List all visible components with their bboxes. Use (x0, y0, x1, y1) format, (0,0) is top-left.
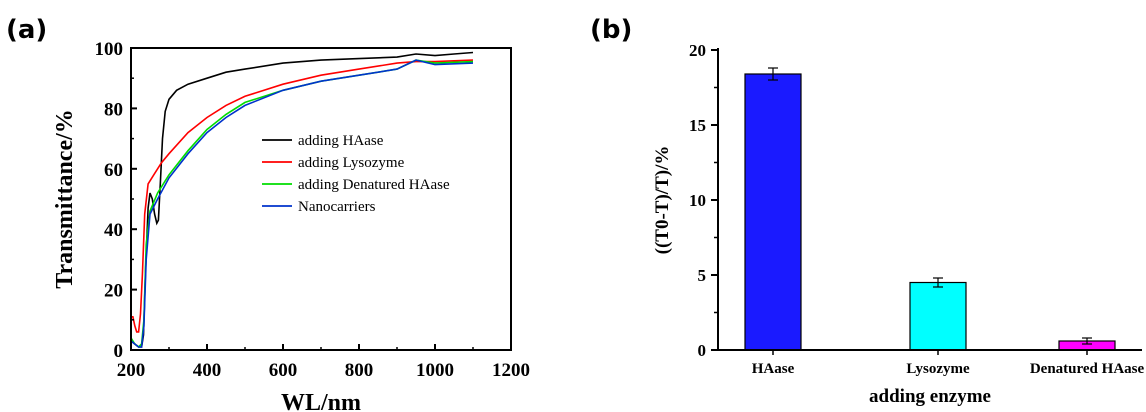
x-tick-label: Lysozyme (906, 361, 970, 377)
legend-entry: Nanocarriers (298, 199, 376, 215)
y-tick-label: 20 (689, 41, 706, 60)
x-tick-label: 800 (345, 360, 374, 381)
panel-label-a: (a) (6, 15, 47, 45)
chart-a-lines (130, 51, 474, 349)
y-tick-label: 5 (698, 266, 707, 285)
x-tick-label: HAase (752, 361, 795, 377)
y-tick-label: 0 (114, 341, 124, 362)
series-line-3 (130, 59, 474, 348)
x-tick-label: Denatured HAase (1030, 361, 1145, 377)
x-tick-label: 1000 (416, 360, 454, 381)
y-tick-label: 10 (689, 191, 706, 210)
x-tick-label: 200 (117, 360, 146, 381)
legend-entry: adding HAase (298, 133, 384, 149)
chart-a-ticks: 200 400 600 800 1000 1200 0 20 40 60 80 100 (95, 39, 531, 381)
chart-a: (a) 200 400 600 800 1000 1200 0 20 40 60 80 100 WL/… (6, 15, 530, 412)
legend-entry: adding Lysozyme (298, 155, 405, 171)
chart-a-y-axis-title: Transmittance/% (52, 109, 78, 289)
chart-a-legend: adding HAase adding Lysozyme adding Denatu… (262, 133, 450, 215)
chart-b-x-axis-title: adding enzyme (869, 386, 991, 407)
y-tick-label: 60 (104, 160, 123, 181)
x-tick-label: 1200 (492, 360, 530, 381)
chart-a-x-axis-title: WL/nm (281, 390, 361, 412)
x-tick-label: 600 (269, 360, 298, 381)
y-tick-label: 0 (698, 341, 707, 360)
bar (909, 281, 967, 351)
y-tick-label: 40 (104, 220, 123, 241)
chart-b-y-axis-title: ((T0-T)/T)/% (652, 146, 673, 255)
series-line-1 (131, 59, 474, 333)
legend-entry: adding Denatured HAase (298, 177, 450, 193)
y-tick-label: 100 (95, 39, 124, 60)
bar (744, 73, 802, 351)
chart-b: (b) 0 5 10 15 20 HAase Lysozyme Denatured HAase… (590, 15, 1144, 407)
y-tick-label: 80 (104, 99, 123, 120)
chart-b-bars (744, 67, 1116, 351)
x-tick-label: 400 (193, 360, 222, 381)
panel-label-b: (b) (590, 15, 632, 45)
y-tick-label: 20 (104, 281, 123, 302)
y-tick-label: 15 (689, 116, 706, 135)
chart-b-ticks: 0 5 10 15 20 HAase Lysozyme Denatured HAase (689, 41, 1144, 377)
